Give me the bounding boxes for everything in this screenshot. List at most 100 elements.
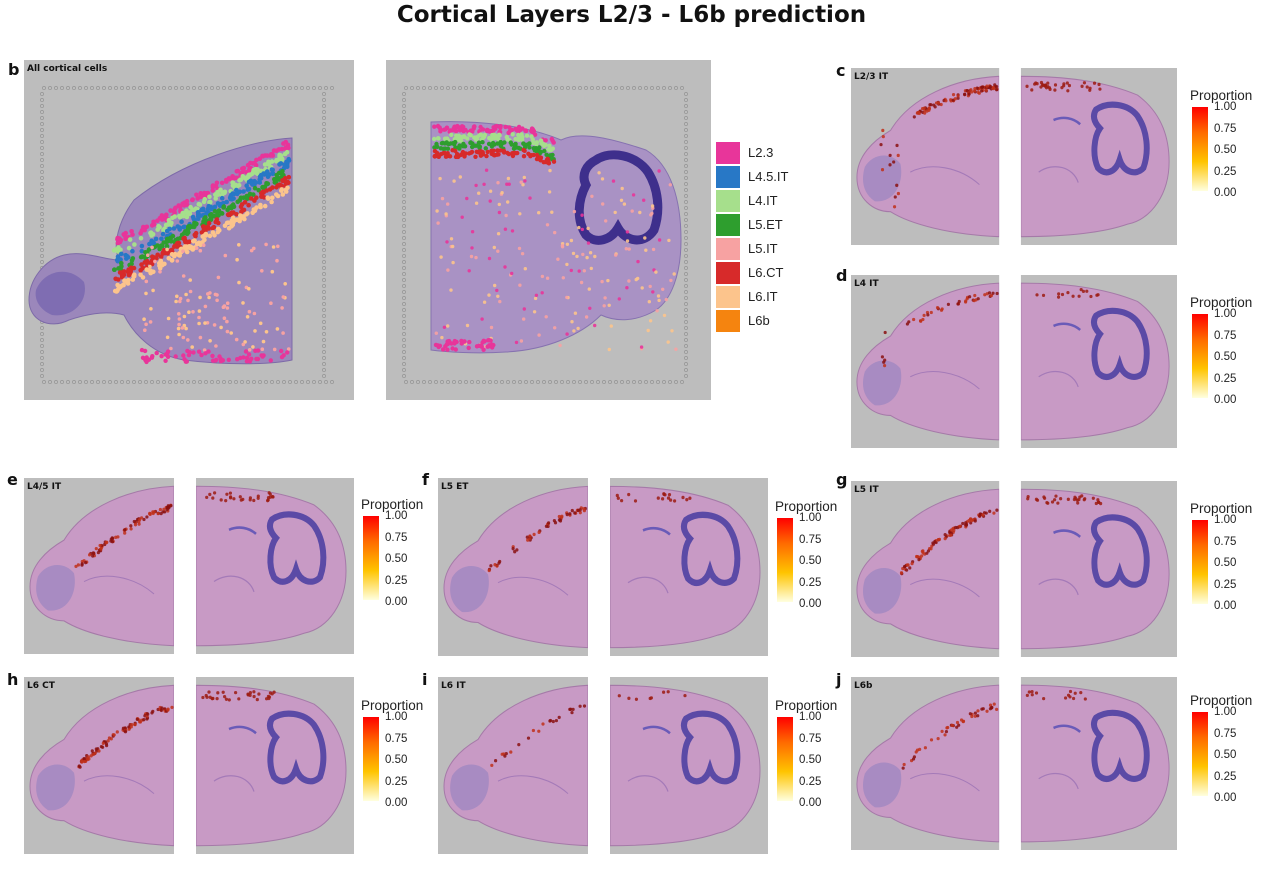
panel-d-label: L4 IT — [854, 279, 879, 289]
colorbar-tick: 0.50 — [799, 555, 822, 567]
colorbar-title: Proportion — [361, 698, 424, 713]
colorbar-tick: 1.00 — [1214, 101, 1237, 113]
cell-type-legend: L2.3 L4.5.IT L4.IT L5.ET L5.IT L6.CT L6.IT L6b — [716, 142, 806, 342]
colorbar-tick: 0.25 — [799, 576, 822, 589]
colorbar-tick: 0.00 — [385, 797, 408, 809]
panel-c-label: L2/3 IT — [854, 72, 889, 82]
panel-d-colorbar: Proportion 1.00 0.75 0.50 0.25 0.00 — [1190, 295, 1263, 406]
panel-g-letter: g — [836, 470, 848, 489]
panel-e-label: L4/5 IT — [27, 482, 62, 492]
panel-h-letter: h — [7, 670, 19, 689]
colorbar-tick: 0.50 — [385, 754, 408, 766]
panel-f-label: L5 ET — [441, 482, 469, 492]
colorbar-tick: 0.50 — [1214, 749, 1237, 761]
legend-swatch — [716, 190, 740, 212]
panel-i-colorbar: Proportion 1.00 0.75 0.50 0.25 0.00 — [775, 698, 855, 809]
colorbar-title: Proportion — [1190, 693, 1253, 708]
colorbar-tick: 0.50 — [385, 553, 408, 565]
panel-f-colorbar: Proportion 1.00 0.75 0.50 0.25 0.00 — [775, 499, 855, 610]
colorbar-tick: 0.00 — [1214, 187, 1237, 199]
panel-d-image: L4 IT — [851, 275, 1177, 448]
colorbar-tick: 0.00 — [1214, 792, 1237, 804]
panel-g-label: L5 IT — [854, 485, 879, 495]
colorbar-tick: 0.25 — [385, 574, 408, 587]
colorbar-tick: 0.75 — [1214, 329, 1237, 342]
panel-j-colorbar: Proportion 1.00 0.75 0.50 0.25 0.00 — [1190, 693, 1263, 804]
panel-f-letter: f — [422, 470, 429, 489]
panel-g-image: L5 IT — [851, 481, 1177, 657]
legend-swatch — [716, 262, 740, 284]
panel-c-letter: c — [836, 61, 846, 80]
legend-swatch — [716, 286, 740, 308]
legend-label: L6.IT — [748, 289, 778, 304]
colorbar-tick: 0.00 — [799, 797, 822, 809]
legend-swatch — [716, 166, 740, 188]
panel-b-left-image: All cortical cells — [24, 60, 354, 400]
colorbar-tick: 0.50 — [1214, 557, 1237, 569]
legend-swatch — [716, 310, 740, 332]
panel-f-image: L5 ET — [438, 478, 768, 656]
panel-j-letter: j — [836, 670, 842, 689]
colorbar-tick: 0.00 — [799, 598, 822, 610]
colorbar-title: Proportion — [1190, 88, 1253, 103]
legend-label: L6b — [748, 313, 770, 328]
colorbar-tick: 1.00 — [1214, 514, 1237, 526]
panel-h-label: L6 CT — [27, 681, 55, 691]
colorbar-tick: 0.75 — [385, 531, 408, 544]
colorbar-title: Proportion — [1190, 501, 1253, 516]
panel-i-image: L6 IT — [438, 677, 768, 854]
colorbar-title: Proportion — [1190, 295, 1253, 310]
legend-label: L6.CT — [748, 265, 784, 280]
panel-e-colorbar: Proportion 1.00 0.75 0.50 0.25 0.00 — [361, 497, 441, 608]
legend-label: L2.3 — [748, 145, 774, 160]
colorbar-tick: 1.00 — [1214, 308, 1237, 320]
panel-b-letter: b — [8, 60, 20, 79]
colorbar-gradient — [777, 518, 793, 602]
colorbar-tick: 0.00 — [1214, 394, 1237, 406]
legend-label: L4.IT — [748, 193, 778, 208]
colorbar-tick: 0.25 — [1214, 770, 1237, 783]
colorbar-tick: 0.75 — [385, 732, 408, 745]
colorbar-tick: 0.50 — [1214, 144, 1237, 156]
figure-title: Cortical Layers L2/3 - L6b prediction — [396, 2, 867, 28]
legend-label: L5.IT — [748, 241, 778, 256]
panel-e-image: L4/5 IT — [24, 478, 354, 654]
panel-i-label: L6 IT — [441, 681, 466, 691]
panel-c-colorbar: Proportion 1.00 0.75 0.50 0.25 0.00 — [1190, 88, 1263, 199]
colorbar-tick: 0.25 — [1214, 372, 1237, 385]
panel-b-right-image — [386, 60, 711, 400]
panel-j-label: L6b — [854, 681, 873, 691]
colorbar-tick: 0.25 — [1214, 165, 1237, 178]
panel-e-letter: e — [7, 470, 18, 489]
colorbar-gradient — [363, 516, 379, 600]
colorbar-gradient — [1192, 107, 1208, 191]
legend-label: L5.ET — [748, 217, 783, 232]
panel-c-image: L2/3 IT — [851, 68, 1177, 245]
colorbar-tick: 0.25 — [385, 775, 408, 788]
colorbar-tick: 0.75 — [799, 533, 822, 546]
legend-swatch — [716, 142, 740, 164]
colorbar-title: Proportion — [361, 497, 424, 512]
panel-b-label: All cortical cells — [27, 64, 108, 74]
colorbar-tick: 0.75 — [1214, 122, 1237, 135]
legend-label: L4.5.IT — [748, 169, 789, 184]
colorbar-tick: 0.75 — [1214, 727, 1237, 740]
colorbar-tick: 1.00 — [385, 510, 408, 522]
colorbar-gradient — [1192, 712, 1208, 796]
colorbar-tick: 0.00 — [385, 596, 408, 608]
colorbar-tick: 0.50 — [799, 754, 822, 766]
colorbar-tick: 1.00 — [799, 711, 822, 723]
colorbar-title: Proportion — [775, 698, 838, 713]
panel-h-image: L6 CT — [24, 677, 354, 854]
panel-h-colorbar: Proportion 1.00 0.75 0.50 0.25 0.00 — [361, 698, 441, 809]
colorbar-tick: 1.00 — [799, 512, 822, 524]
panel-j-image: L6b — [851, 677, 1177, 850]
legend-swatch — [716, 238, 740, 260]
colorbar-tick: 0.75 — [1214, 535, 1237, 548]
panel-g-colorbar: Proportion 1.00 0.75 0.50 0.25 0.00 — [1190, 501, 1263, 612]
colorbar-gradient — [363, 717, 379, 801]
panel-d-letter: d — [836, 266, 848, 285]
colorbar-tick: 0.25 — [1214, 578, 1237, 591]
colorbar-tick: 0.00 — [1214, 600, 1237, 612]
colorbar-title: Proportion — [775, 499, 838, 514]
